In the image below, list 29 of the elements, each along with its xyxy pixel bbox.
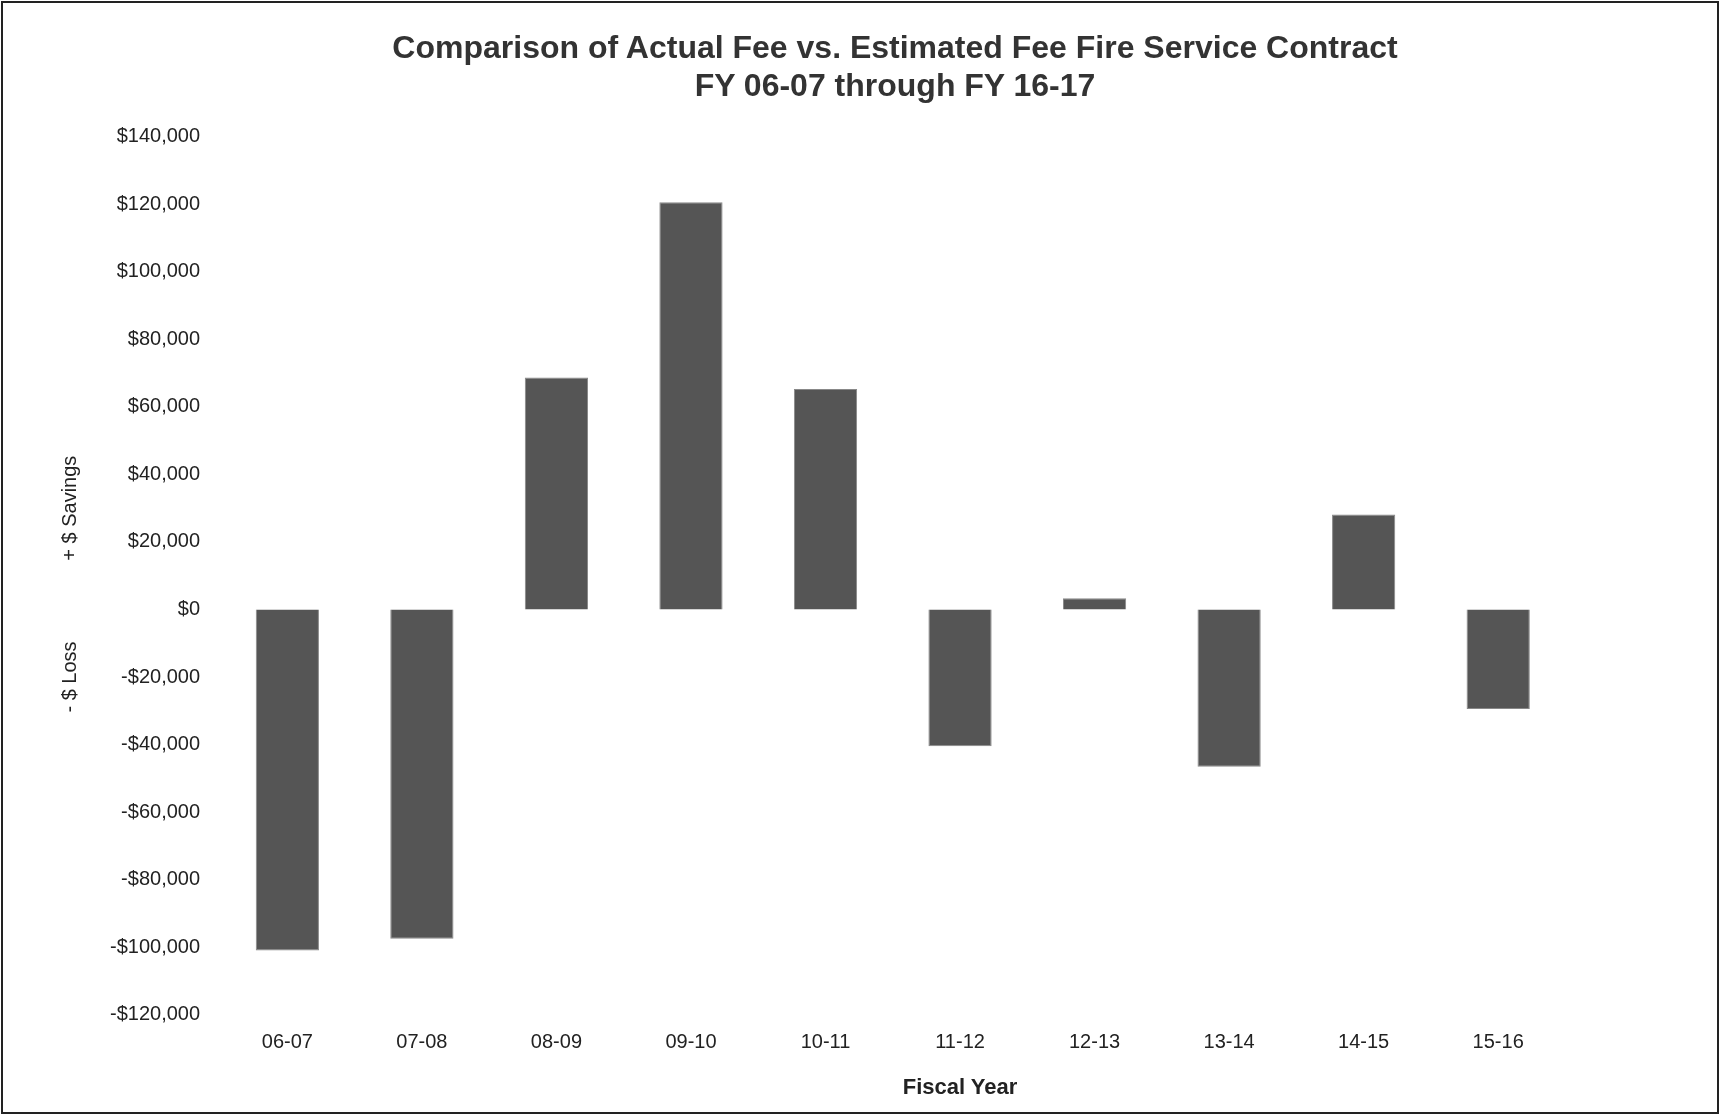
y-tick-label: $80,000: [127, 326, 201, 349]
x-tick-label: 14-15: [1338, 1030, 1390, 1053]
y-tick-label: -$100,000: [110, 934, 201, 957]
y-axis-title: + $ Savings: [57, 455, 80, 561]
x-tick-label: 12-13: [1069, 1030, 1121, 1053]
y-tick-label: $140,000: [116, 124, 201, 147]
y-tick-label: -$20,000: [121, 664, 201, 687]
y-tick-label: -$120,000: [110, 1002, 201, 1025]
y-tick-label: $120,000: [116, 191, 201, 214]
x-axis-title: Fiscal Year: [902, 1073, 1018, 1099]
chart-subtitle: FY 06-07 through FY 16-17: [694, 67, 1096, 104]
x-tick-label: 11-12: [935, 1030, 985, 1053]
x-tick-label: 09-10: [665, 1030, 717, 1053]
y-tick-label: $40,000: [127, 461, 201, 484]
y-tick-label: -$40,000: [121, 732, 201, 755]
x-tick-label: 07-08: [396, 1030, 448, 1053]
y-tick-label: $60,000: [127, 394, 201, 417]
x-tick-label: 15-16: [1472, 1030, 1524, 1053]
y-tick-label: $100,000: [116, 259, 201, 282]
x-tick-label: 13-14: [1203, 1030, 1255, 1053]
y-tick-label: -$60,000: [121, 799, 201, 822]
chart-title: Comparison of Actual Fee vs. Estimated Fee Fire Service Contract: [392, 29, 1399, 66]
y-tick-label: $0: [177, 596, 201, 619]
x-tick-label: 08-09: [530, 1030, 582, 1053]
text: - $ Loss: [57, 641, 80, 713]
y-tick-label: $20,000: [127, 529, 201, 552]
x-tick-label: 06-07: [261, 1030, 313, 1053]
x-tick-label: 10-11: [800, 1030, 851, 1053]
y-tick-label: -$80,000: [121, 867, 201, 890]
